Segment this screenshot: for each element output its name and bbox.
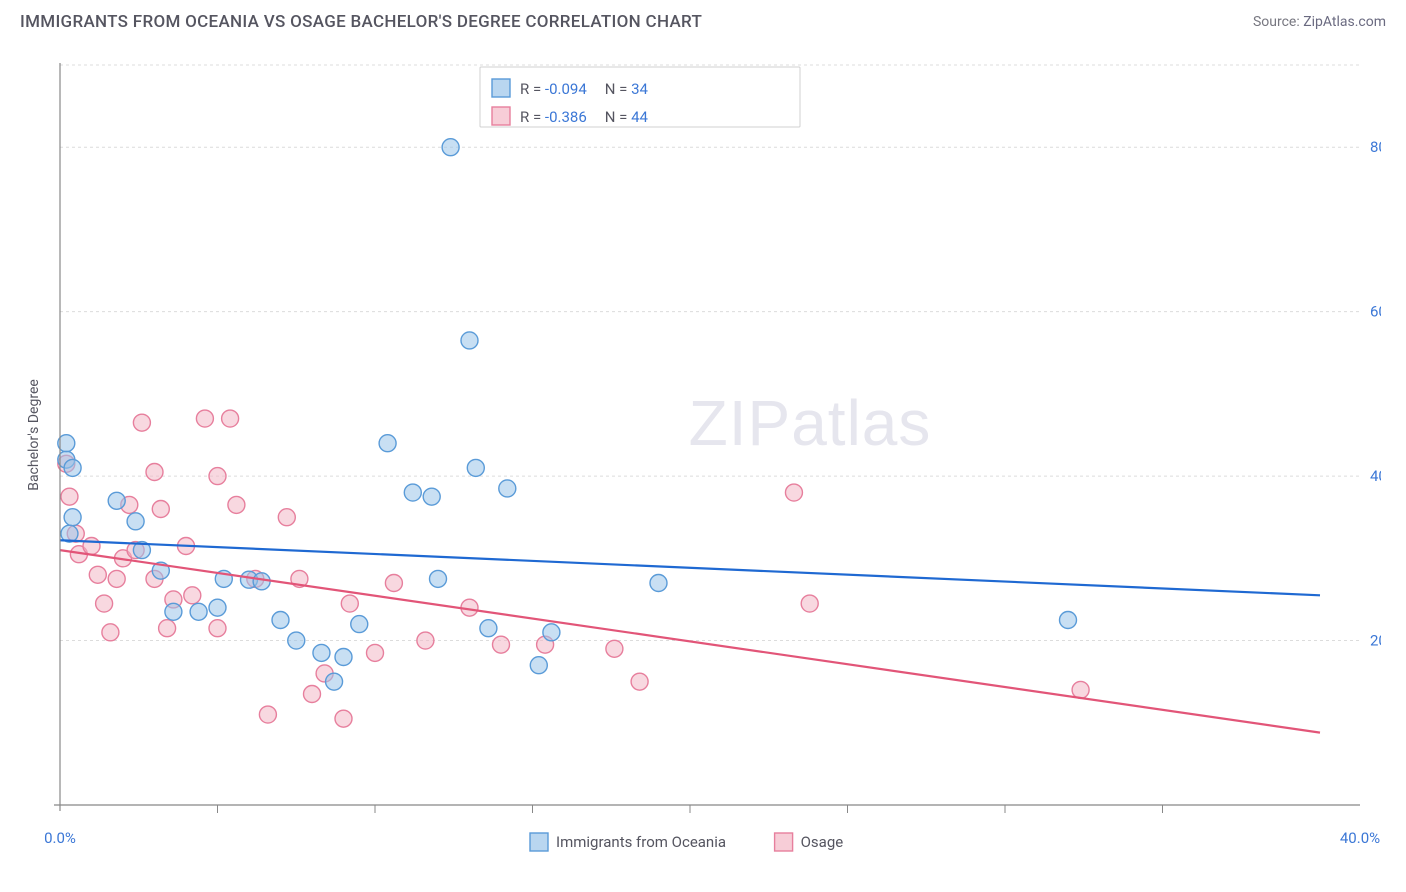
data-point xyxy=(341,595,358,612)
data-point xyxy=(493,636,510,653)
data-point xyxy=(304,686,321,703)
x-tick-label: 0.0% xyxy=(44,829,76,847)
data-point xyxy=(133,414,150,431)
data-point xyxy=(801,595,818,612)
data-point xyxy=(146,464,163,481)
data-point xyxy=(184,587,201,604)
data-point xyxy=(259,706,276,723)
x-tick-label: 40.0% xyxy=(1340,829,1380,847)
data-point xyxy=(83,538,100,555)
watermark: ZIPatlas xyxy=(689,387,932,459)
y-tick-label: 20.0% xyxy=(1370,632,1381,650)
chart-container: 20.0% 40.0% 60.0% 80.0% ZIPatlas 0.0% 40.0% Bac… xyxy=(20,45,1381,877)
chart-title: IMMIGRANTS FROM OCEANIA VS OSAGE BACHELO… xyxy=(20,12,702,32)
source-prefix: Source: xyxy=(1253,14,1303,30)
data-point xyxy=(650,575,667,592)
legend-row: R = -0.386N = 44 xyxy=(520,108,649,126)
data-point xyxy=(1060,612,1077,629)
data-point xyxy=(351,616,368,633)
data-point xyxy=(313,644,330,661)
data-point xyxy=(335,710,352,727)
data-point xyxy=(108,492,125,509)
data-point xyxy=(530,657,547,674)
data-point xyxy=(102,624,119,641)
data-point xyxy=(288,632,305,649)
source-attribution: Source: ZipAtlas.com xyxy=(1253,14,1386,30)
chart-header: IMMIGRANTS FROM OCEANIA VS OSAGE BACHELO… xyxy=(0,0,1406,40)
y-tick-label: 80.0% xyxy=(1370,138,1381,156)
y-tick-label: 40.0% xyxy=(1370,467,1381,485)
scatter-chart: 20.0% 40.0% 60.0% 80.0% ZIPatlas 0.0% 40.0% Bac… xyxy=(20,45,1381,877)
data-point xyxy=(385,575,402,592)
data-point xyxy=(335,649,352,666)
data-point xyxy=(89,566,106,583)
y-axis-title: Bachelor's Degree xyxy=(26,379,42,491)
data-point xyxy=(480,620,497,637)
legend-label: Immigrants from Oceania xyxy=(556,833,726,851)
data-point xyxy=(467,459,484,476)
data-point xyxy=(253,573,270,590)
data-point xyxy=(209,468,226,485)
data-point xyxy=(499,480,516,497)
data-point xyxy=(404,484,421,501)
data-point xyxy=(379,435,396,452)
data-point xyxy=(606,640,623,657)
data-point xyxy=(785,484,802,501)
legend-swatch xyxy=(492,79,510,97)
data-point xyxy=(190,603,207,620)
data-point xyxy=(326,673,343,690)
data-point xyxy=(209,599,226,616)
data-point xyxy=(367,644,384,661)
data-point xyxy=(64,509,81,526)
legend-swatch xyxy=(530,833,548,851)
legend-label: Osage xyxy=(801,833,844,851)
data-point xyxy=(96,595,113,612)
data-point xyxy=(222,410,239,427)
data-point xyxy=(1072,681,1089,698)
data-point xyxy=(461,332,478,349)
data-point xyxy=(272,612,289,629)
legend-swatch xyxy=(775,833,793,851)
data-point xyxy=(423,488,440,505)
data-point xyxy=(108,570,125,587)
data-point xyxy=(417,632,434,649)
data-point xyxy=(209,620,226,637)
data-point xyxy=(430,570,447,587)
data-point xyxy=(543,624,560,641)
legend-row: R = -0.094N = 34 xyxy=(520,80,649,98)
source-link[interactable]: ZipAtlas.com xyxy=(1303,14,1386,30)
data-point xyxy=(165,603,182,620)
data-point xyxy=(631,673,648,690)
legend-swatch xyxy=(492,107,510,125)
data-point xyxy=(278,509,295,526)
data-point xyxy=(127,513,144,530)
data-point xyxy=(64,459,81,476)
data-point xyxy=(196,410,213,427)
y-tick-label: 60.0% xyxy=(1370,303,1381,321)
data-point xyxy=(152,501,169,518)
data-point xyxy=(159,620,176,637)
trend-line xyxy=(60,550,1320,733)
data-point xyxy=(61,488,78,505)
data-point xyxy=(442,139,459,156)
data-point xyxy=(228,496,245,513)
